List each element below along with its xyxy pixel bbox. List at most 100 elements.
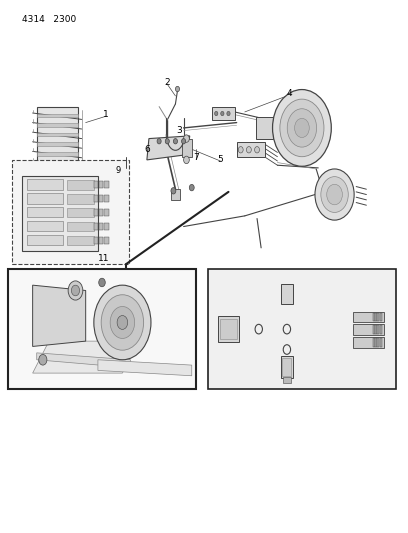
Bar	[353, 337, 384, 348]
Bar	[208, 269, 396, 389]
Bar	[67, 208, 94, 217]
Bar	[375, 338, 377, 346]
Text: ( 1/Pu. Wng. ): ( 1/Pu. Wng. )	[266, 286, 309, 291]
Bar	[283, 377, 291, 383]
Circle shape	[227, 111, 230, 116]
Circle shape	[283, 345, 290, 354]
Bar	[237, 142, 265, 157]
Circle shape	[165, 139, 169, 144]
Bar	[218, 316, 239, 342]
Circle shape	[255, 147, 259, 153]
Text: 2: 2	[164, 78, 170, 87]
Circle shape	[327, 184, 342, 205]
Bar	[37, 123, 78, 127]
Circle shape	[273, 90, 331, 166]
Bar	[220, 319, 237, 340]
Polygon shape	[98, 360, 192, 376]
Text: 11: 11	[98, 254, 109, 263]
Text: SWITCH: SWITCH	[232, 345, 257, 352]
Circle shape	[110, 306, 135, 338]
Circle shape	[101, 295, 144, 350]
Bar	[27, 207, 63, 217]
Bar	[99, 237, 103, 244]
Circle shape	[321, 176, 348, 213]
Bar	[171, 189, 180, 200]
Bar	[67, 236, 94, 245]
Text: 6: 6	[144, 145, 150, 154]
Circle shape	[184, 156, 189, 164]
Circle shape	[215, 111, 218, 116]
Bar	[373, 338, 375, 346]
Circle shape	[255, 324, 262, 334]
Bar	[375, 312, 377, 321]
Bar	[37, 152, 78, 156]
Bar	[94, 209, 98, 216]
Bar	[281, 284, 293, 304]
Bar	[99, 223, 103, 230]
Circle shape	[68, 281, 83, 300]
Circle shape	[175, 86, 180, 92]
Bar	[94, 195, 98, 202]
Circle shape	[246, 147, 251, 153]
Bar	[353, 324, 384, 335]
Circle shape	[157, 139, 161, 144]
Bar	[377, 325, 379, 334]
Text: 1: 1	[103, 110, 109, 119]
Text: 7: 7	[193, 153, 199, 161]
Circle shape	[287, 109, 317, 147]
Bar	[380, 312, 382, 321]
Circle shape	[99, 278, 105, 287]
Polygon shape	[33, 341, 139, 373]
Circle shape	[184, 135, 189, 142]
Bar	[27, 235, 63, 245]
Bar	[27, 179, 63, 190]
Text: 10: 10	[98, 377, 110, 385]
Bar	[67, 194, 94, 204]
Bar	[27, 221, 63, 231]
Text: TO CONTROL: TO CONTROL	[232, 338, 276, 344]
Text: 4314   2300: 4314 2300	[22, 15, 77, 24]
Bar	[373, 325, 375, 334]
Text: TO BRAKE: TO BRAKE	[309, 357, 343, 363]
Text: 8: 8	[69, 285, 74, 293]
Circle shape	[71, 285, 80, 296]
Bar	[104, 237, 109, 244]
Bar	[282, 358, 291, 376]
Bar	[104, 181, 109, 188]
Text: 7: 7	[34, 308, 40, 316]
Text: SWITCH: SWITCH	[309, 365, 335, 371]
Circle shape	[280, 99, 324, 157]
Bar	[353, 311, 384, 322]
Bar	[99, 195, 103, 202]
Bar	[375, 325, 377, 334]
Bar	[27, 193, 63, 204]
Bar	[380, 338, 382, 346]
Text: 4: 4	[287, 89, 293, 98]
Bar	[377, 312, 379, 321]
Bar	[182, 139, 192, 157]
Text: 9: 9	[113, 279, 119, 288]
Bar	[67, 222, 94, 231]
Circle shape	[182, 139, 186, 144]
Bar	[37, 142, 78, 146]
Bar	[281, 356, 293, 378]
Bar	[99, 209, 103, 216]
Bar	[256, 117, 273, 139]
Bar	[104, 223, 109, 230]
Bar	[380, 325, 382, 334]
Polygon shape	[147, 136, 190, 160]
Bar	[37, 114, 78, 117]
Bar	[37, 161, 78, 165]
Text: 12: 12	[377, 368, 391, 378]
Text: CONNECTOR: CONNECTOR	[326, 287, 368, 294]
Circle shape	[238, 147, 243, 153]
Bar	[94, 181, 98, 188]
Bar	[104, 195, 109, 202]
Polygon shape	[37, 353, 131, 368]
Circle shape	[173, 139, 177, 144]
Bar	[104, 209, 109, 216]
Text: TO BULKHEAD: TO BULKHEAD	[323, 279, 370, 286]
Bar	[99, 181, 103, 188]
Circle shape	[94, 285, 151, 360]
Text: TO ACC. FEED: TO ACC. FEED	[264, 278, 311, 284]
